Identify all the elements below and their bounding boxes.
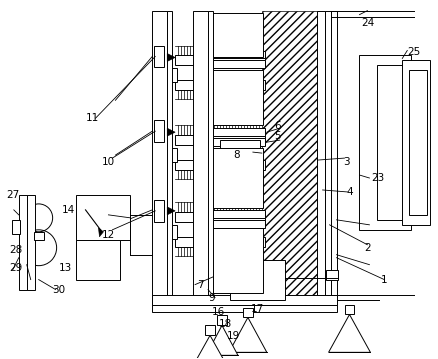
Text: 23: 23: [371, 173, 384, 183]
Bar: [325, 11, 331, 294]
Bar: [213, 128, 265, 136]
Text: 6: 6: [275, 121, 281, 131]
Text: 30: 30: [52, 285, 65, 295]
Bar: [243, 308, 253, 317]
Bar: [230, 260, 285, 299]
Text: 13: 13: [59, 263, 72, 272]
Text: 5: 5: [275, 131, 281, 141]
Bar: [213, 138, 265, 146]
Bar: [213, 70, 263, 125]
Bar: [360, 56, 411, 230]
Text: 14: 14: [62, 205, 75, 215]
Bar: [175, 212, 265, 222]
Polygon shape: [155, 70, 162, 80]
Bar: [175, 80, 265, 90]
Bar: [155, 225, 177, 239]
Polygon shape: [229, 317, 267, 352]
Polygon shape: [155, 227, 162, 237]
Bar: [155, 148, 177, 162]
Text: 3: 3: [343, 157, 350, 167]
Text: 29: 29: [9, 263, 22, 272]
Bar: [213, 210, 265, 218]
Bar: [175, 237, 265, 247]
Bar: [205, 325, 215, 335]
Polygon shape: [206, 325, 238, 355]
Bar: [152, 294, 336, 304]
Bar: [208, 11, 213, 304]
Polygon shape: [328, 314, 371, 352]
Text: 17: 17: [251, 304, 265, 314]
Bar: [27, 195, 35, 290]
Bar: [213, 228, 263, 293]
Polygon shape: [99, 228, 103, 237]
Bar: [193, 11, 208, 304]
Bar: [19, 195, 27, 290]
Bar: [154, 200, 164, 222]
Text: 9: 9: [209, 293, 215, 303]
Polygon shape: [167, 128, 175, 136]
Bar: [262, 11, 317, 294]
Bar: [331, 11, 336, 294]
Bar: [76, 240, 120, 280]
Bar: [317, 11, 325, 294]
Bar: [325, 270, 338, 280]
Bar: [402, 60, 430, 225]
Polygon shape: [196, 335, 224, 359]
Bar: [345, 304, 354, 314]
Bar: [409, 70, 427, 215]
Bar: [154, 46, 164, 67]
Bar: [155, 69, 177, 82]
Bar: [220, 140, 260, 165]
Bar: [167, 11, 172, 304]
Polygon shape: [167, 53, 175, 61]
Bar: [213, 13, 263, 57]
Bar: [76, 195, 131, 240]
Text: 18: 18: [219, 320, 232, 330]
Text: 7: 7: [197, 280, 203, 290]
Text: 25: 25: [408, 47, 421, 57]
Bar: [175, 56, 265, 65]
Bar: [34, 232, 44, 240]
Polygon shape: [167, 207, 175, 215]
Bar: [152, 304, 336, 312]
Bar: [154, 120, 164, 142]
Bar: [213, 148, 263, 208]
Bar: [213, 220, 265, 228]
Bar: [213, 60, 265, 69]
Text: 27: 27: [6, 190, 19, 200]
Bar: [175, 160, 265, 170]
Text: 8: 8: [233, 150, 240, 160]
Text: 28: 28: [9, 245, 22, 255]
Polygon shape: [155, 150, 162, 160]
Text: 4: 4: [346, 187, 353, 197]
Bar: [12, 220, 20, 234]
Text: 24: 24: [361, 18, 374, 28]
Text: 1: 1: [381, 275, 388, 285]
Bar: [213, 51, 265, 59]
Text: 11: 11: [86, 113, 99, 123]
Text: 12: 12: [102, 230, 115, 240]
Bar: [248, 253, 262, 261]
Text: 19: 19: [226, 331, 240, 341]
Bar: [175, 135, 265, 145]
Bar: [378, 65, 407, 220]
Text: 10: 10: [102, 157, 115, 167]
Text: 16: 16: [212, 308, 225, 317]
Text: 2: 2: [364, 243, 371, 253]
Bar: [217, 316, 227, 325]
Bar: [152, 11, 167, 304]
